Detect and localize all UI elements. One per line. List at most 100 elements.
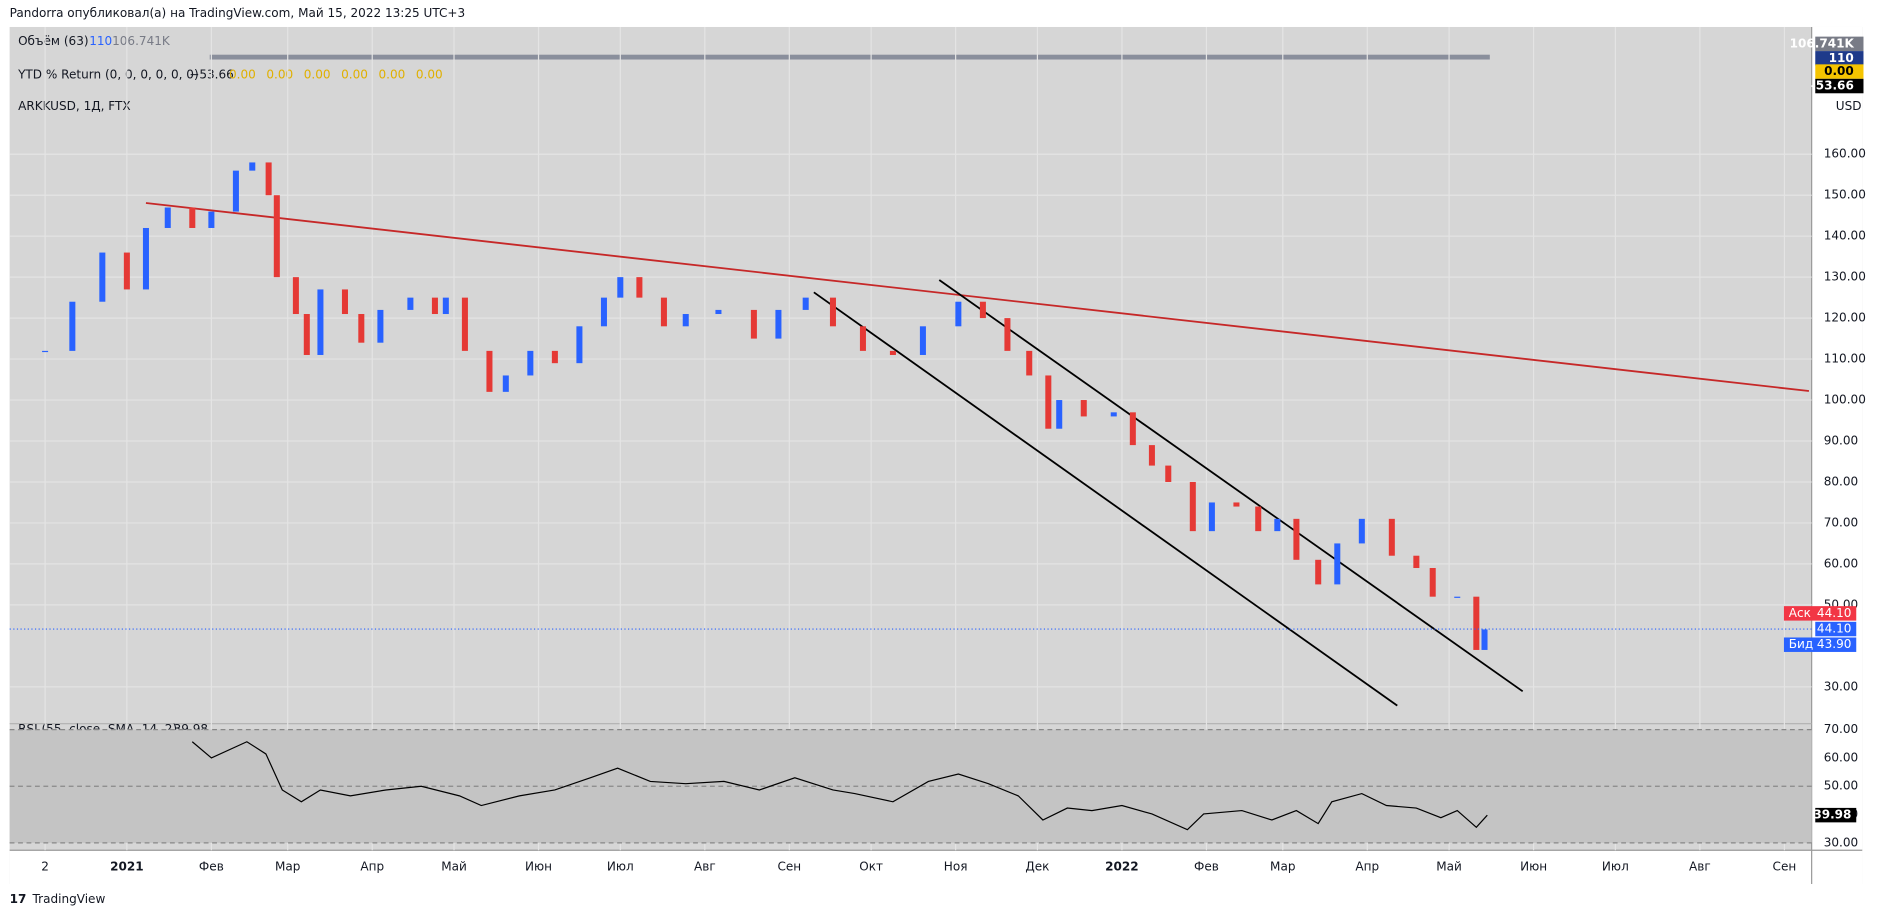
x-tick-label: 2: [41, 860, 49, 874]
candle: [636, 277, 643, 298]
candle: [1110, 412, 1117, 417]
price-axis-background: [1811, 26, 1863, 884]
candle: [682, 314, 689, 327]
trend-line: [145, 202, 1810, 392]
badge: [1815, 51, 1864, 66]
y-tick-label: 130.00: [1824, 270, 1866, 284]
candle: [189, 207, 196, 228]
candle: [1413, 555, 1420, 569]
x-tick-label: Май: [1436, 860, 1462, 874]
candle: [208, 211, 215, 228]
ytd-component: 0.00: [416, 68, 443, 82]
price-badge-value: 44.10: [1817, 622, 1852, 636]
y-tick-label: 120.00: [1824, 311, 1866, 325]
x-tick-label: Окт: [859, 860, 883, 874]
candle: [1388, 518, 1395, 556]
price-badge: [1783, 637, 1857, 652]
rsi-band: [9, 729, 1812, 843]
badge-label: -53.66: [1811, 79, 1854, 93]
rsi-badge: [1815, 807, 1857, 823]
candle: [1004, 318, 1011, 351]
x-tick-label: Мар: [1270, 860, 1295, 874]
header: Pandorra опубликовал(а) на TradingView.c…: [10, 6, 466, 20]
candle: [919, 326, 926, 355]
y-tick-label: 150.00: [1824, 188, 1866, 202]
candle: [1481, 629, 1488, 650]
candle: [1429, 568, 1436, 597]
candle: [1165, 465, 1172, 482]
x-tick-label: Май: [441, 860, 467, 874]
x-tick-label: Сен: [777, 860, 801, 874]
ytd-component: 0.00: [304, 68, 331, 82]
x-tick-label: 2022: [1105, 860, 1139, 874]
y-tick-label: 60.00: [1824, 556, 1859, 570]
x-tick-label: Июл: [607, 860, 634, 874]
y-tick-label: 110.00: [1824, 352, 1866, 366]
x-tick-label: Апр: [1355, 860, 1379, 874]
price-badge-name: Аск: [1789, 606, 1811, 620]
candle: [502, 375, 509, 392]
trend-line: [813, 291, 1398, 707]
candle: [142, 227, 149, 290]
badge: [1815, 64, 1864, 79]
x-tick-label: 2021: [110, 860, 144, 874]
candle: [317, 289, 324, 355]
price-badge-name: Бид: [1789, 637, 1813, 651]
candle: [1358, 518, 1365, 544]
y-tick-label: 80.00: [1824, 474, 1859, 488]
x-tick-label: Ноя: [944, 860, 968, 874]
y-tick-label: 90.00: [1824, 434, 1859, 448]
candle: [1208, 502, 1215, 532]
candle: [1274, 518, 1281, 532]
candle: [431, 297, 438, 315]
candle: [265, 162, 272, 196]
candle: [889, 350, 896, 355]
candle: [802, 297, 809, 310]
candle: [249, 162, 256, 171]
badge-label: 110: [1829, 51, 1854, 65]
candle: [273, 195, 280, 278]
badge-label: 0.00: [1824, 64, 1854, 78]
candle: [1026, 350, 1033, 376]
volume-value: 106.741K: [112, 34, 171, 48]
candle: [1080, 400, 1087, 417]
ytd-component: 0.00: [266, 68, 293, 82]
candle: [377, 309, 384, 343]
candle: [99, 252, 106, 302]
x-tick-label: Авг: [1689, 860, 1711, 874]
candle: [486, 350, 493, 392]
candle: [303, 314, 310, 355]
candle: [1315, 559, 1322, 585]
ytd-title: YTD % Return (0, 0, 0, 0, 0, 0): [17, 68, 199, 82]
badge: [1815, 36, 1864, 52]
rsi-tick-label: 50.00: [1824, 779, 1859, 793]
price-badge: [1783, 606, 1857, 621]
x-tick-label: Авг: [694, 860, 716, 874]
candle: [600, 297, 607, 327]
candle: [750, 309, 757, 339]
badge: [1815, 78, 1864, 94]
volume-value: 110: [89, 34, 112, 48]
rsi-badge-value: 39.98: [1813, 808, 1851, 822]
candle: [341, 289, 348, 315]
y-tick-label: 160.00: [1824, 147, 1866, 161]
candle: [42, 350, 49, 353]
candle: [461, 297, 468, 351]
candle: [859, 326, 866, 351]
price-badge: [1815, 621, 1857, 637]
x-tick-label: Сен: [1773, 860, 1797, 874]
badge-label: 106.741K: [1790, 36, 1855, 50]
candle: [1293, 518, 1300, 560]
candle: [1148, 445, 1155, 466]
price-badge-value: 44.10: [1817, 606, 1852, 620]
ytd-component: 0.00: [378, 68, 405, 82]
symbol-title: ARKKUSD, 1Д, FTX: [18, 99, 131, 113]
ytd-component: 0.00: [229, 68, 256, 82]
x-tick-label: Фев: [1194, 860, 1219, 874]
candle: [1255, 506, 1262, 532]
currency: USD: [1836, 99, 1862, 113]
y-tick-label: 140.00: [1824, 229, 1866, 243]
y-tick-label: 100.00: [1824, 393, 1866, 407]
x-tick-label: Мар: [275, 860, 300, 874]
